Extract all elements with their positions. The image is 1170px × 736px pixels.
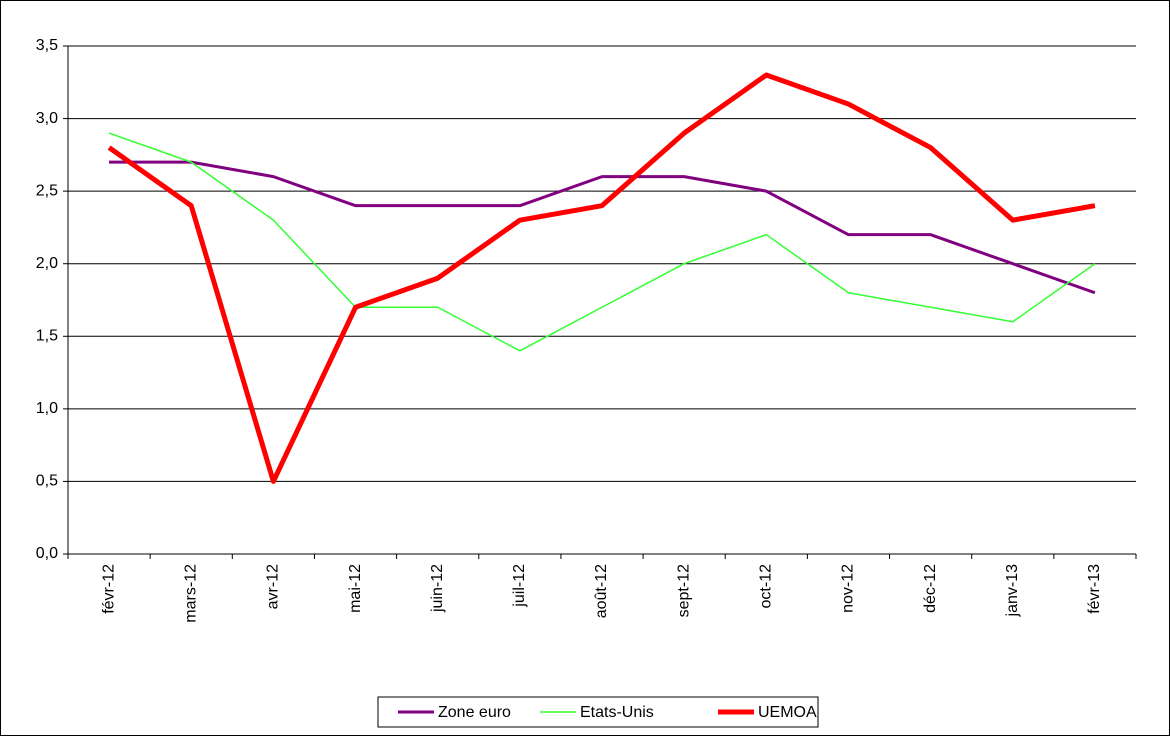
legend-label: UEMOA [758, 704, 817, 721]
x-tick-label: oct-12 [758, 564, 775, 609]
x-tick-label: avr-12 [265, 564, 282, 609]
x-tick-label: mai-12 [347, 564, 364, 613]
y-tick-label: 0,0 [36, 545, 58, 562]
y-tick-label: 3,0 [36, 110, 58, 127]
x-tick-label: août-12 [593, 564, 610, 618]
y-tick-label: 3,5 [36, 37, 58, 54]
series-line [108, 132, 1096, 352]
x-tick-label: févr-12 [100, 564, 117, 614]
legend-label: Zone euro [438, 704, 511, 721]
x-tick-label: févr-13 [1086, 564, 1103, 614]
x-tick-label: juin-12 [429, 564, 446, 613]
y-tick-label: 1,0 [36, 400, 58, 417]
x-tick-label: janv-13 [1004, 564, 1021, 618]
x-tick-label: mars-12 [182, 564, 199, 623]
y-tick-label: 2,0 [36, 255, 58, 272]
x-tick-label: nov-12 [840, 564, 857, 613]
y-tick-label: 0,5 [36, 473, 58, 490]
x-tick-label: déc-12 [922, 564, 939, 613]
y-tick-label: 2,5 [36, 182, 58, 199]
y-tick-label: 1,5 [36, 328, 58, 345]
legend-label: Etats-Unis [580, 704, 654, 721]
series-line [109, 160, 1096, 295]
x-tick-label: sept-12 [675, 564, 692, 617]
series-line [107, 72, 1096, 484]
x-tick-label: juil-12 [511, 564, 528, 608]
